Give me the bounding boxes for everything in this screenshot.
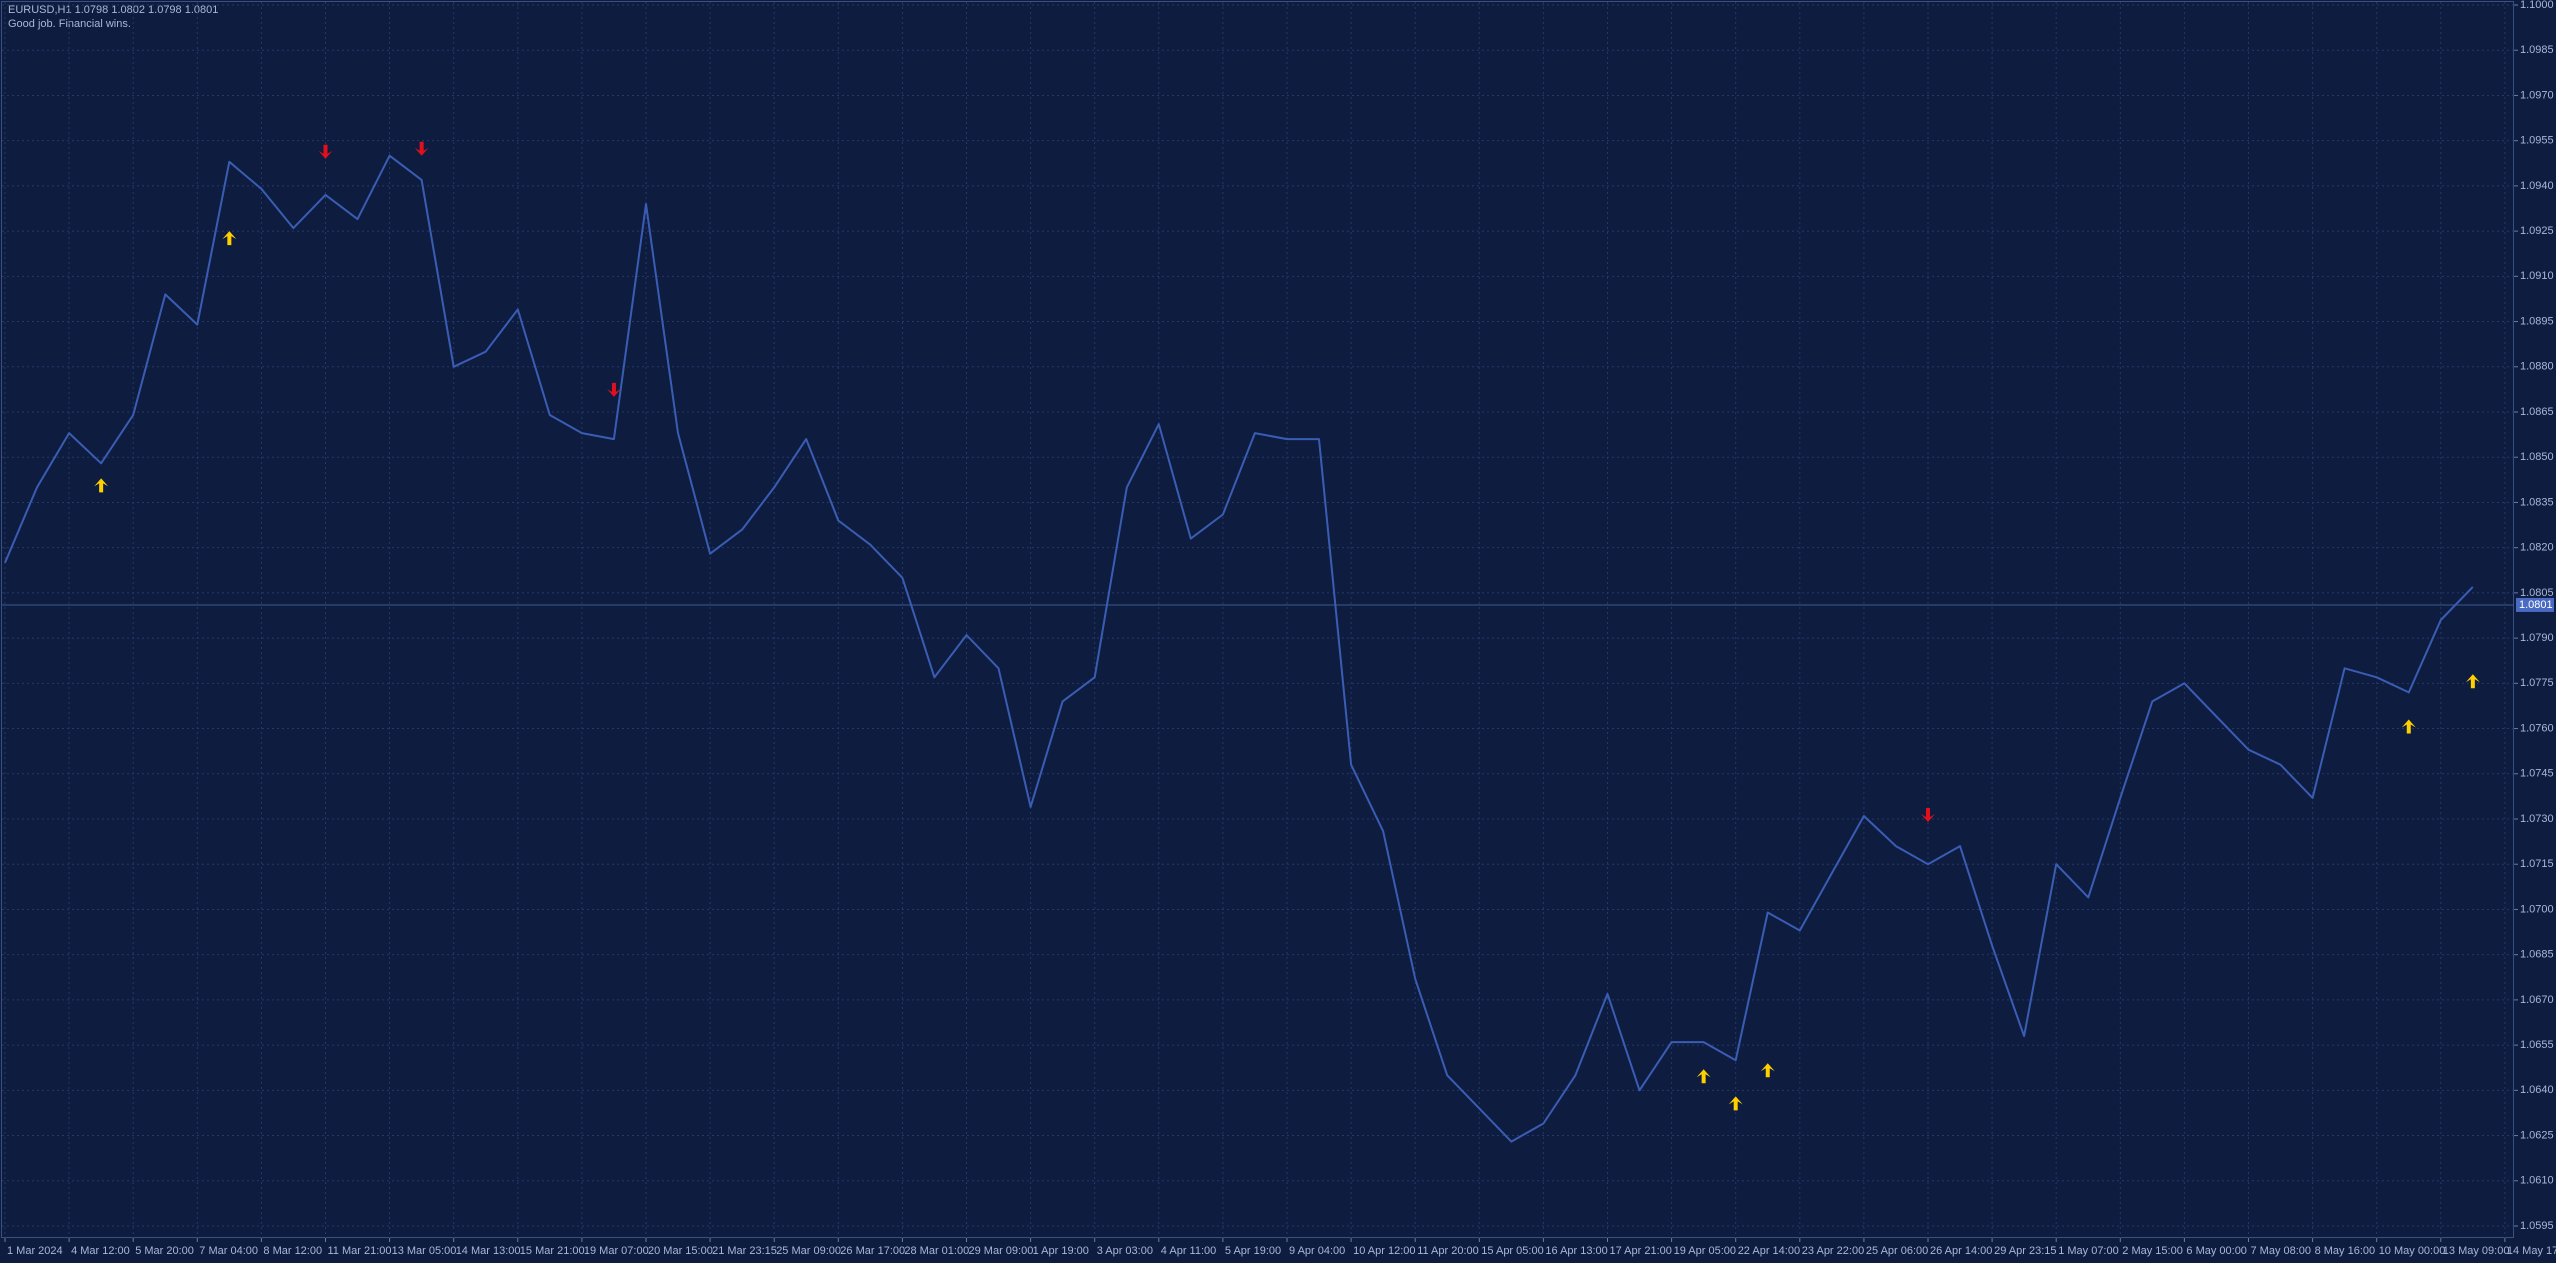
y-tick-label: 1.0640 xyxy=(2520,1084,2554,1096)
plot-frame xyxy=(1,1,2514,1238)
chart-title: EURUSD,H1 1.0798 1.0802 1.0798 1.0801 xyxy=(8,4,218,16)
x-tick-label: 13 May 09:00 xyxy=(2443,1245,2510,1257)
sell-arrow xyxy=(606,382,621,397)
x-tick-label: 20 Mar 15:00 xyxy=(648,1245,713,1257)
y-tick-label: 1.0655 xyxy=(2520,1039,2554,1051)
y-tick-label: 1.0805 xyxy=(2520,587,2554,599)
x-tick-label: 15 Apr 05:00 xyxy=(1481,1245,1543,1257)
y-tick-label: 1.0790 xyxy=(2520,632,2554,644)
x-tick-label: 22 Apr 14:00 xyxy=(1738,1245,1800,1257)
x-tick-label: 14 May 17:00 xyxy=(2507,1245,2556,1257)
x-tick-label: 4 Mar 12:00 xyxy=(71,1245,130,1257)
current-price-label: 1.0801 xyxy=(2519,599,2553,611)
sell-arrow xyxy=(1921,808,1935,823)
x-tick-label: 19 Mar 07:00 xyxy=(584,1245,649,1257)
y-tick-label: 1.0850 xyxy=(2520,451,2554,463)
y-tick-label: 1.0895 xyxy=(2520,315,2554,327)
buy-arrow xyxy=(94,478,109,493)
buy-arrow xyxy=(1728,1096,1743,1111)
buy-arrow xyxy=(1696,1069,1711,1084)
x-tick-label: 8 May 16:00 xyxy=(2315,1245,2376,1257)
x-tick-label: 11 Apr 20:00 xyxy=(1417,1245,1479,1257)
y-tick-label: 1.0700 xyxy=(2520,903,2554,915)
y-tick-label: 1.0670 xyxy=(2520,994,2554,1006)
x-tick-label: 1 May 07:00 xyxy=(2058,1245,2119,1257)
x-tick-label: 5 Apr 19:00 xyxy=(1225,1245,1281,1257)
x-tick-label: 23 Apr 22:00 xyxy=(1802,1245,1864,1257)
x-tick-label: 25 Apr 06:00 xyxy=(1866,1245,1928,1257)
sell-arrow xyxy=(414,141,429,156)
x-tick-label: 13 Mar 05:00 xyxy=(392,1245,457,1257)
x-tick-label: 9 Apr 04:00 xyxy=(1289,1245,1345,1257)
x-tick-label: 10 May 00:00 xyxy=(2379,1245,2446,1257)
y-tick-label: 1.0730 xyxy=(2520,813,2554,825)
x-tick-label: 21 Mar 23:15 xyxy=(712,1245,777,1257)
y-tick-label: 1.0880 xyxy=(2520,361,2554,373)
x-tick-label: 19 Apr 05:00 xyxy=(1674,1245,1736,1257)
x-tick-label: 1 Apr 19:00 xyxy=(1033,1245,1089,1257)
y-tick-label: 1.0910 xyxy=(2520,270,2554,282)
buy-arrow xyxy=(1760,1063,1775,1078)
x-tick-label: 7 Mar 04:00 xyxy=(199,1245,258,1257)
y-tick-label: 1.0610 xyxy=(2520,1175,2554,1187)
y-tick-label: 1.0925 xyxy=(2520,225,2554,237)
y-tick-label: 1.0760 xyxy=(2520,722,2554,734)
y-tick-label: 1.0715 xyxy=(2520,858,2554,870)
sell-arrow xyxy=(318,144,333,159)
y-tick-label: 1.0985 xyxy=(2520,44,2554,56)
x-tick-label: 28 Mar 01:00 xyxy=(904,1245,969,1257)
y-tick-label: 1.0685 xyxy=(2520,949,2554,961)
y-tick-label: 1.0865 xyxy=(2520,406,2554,418)
x-tick-label: 2 May 15:00 xyxy=(2122,1245,2183,1257)
x-tick-label: 17 Apr 21:00 xyxy=(1610,1245,1672,1257)
y-tick-label: 1.0745 xyxy=(2520,768,2554,780)
x-tick-label: 16 Apr 13:00 xyxy=(1545,1245,1607,1257)
y-tick-label: 1.0625 xyxy=(2520,1129,2554,1141)
y-tick-label: 1.0940 xyxy=(2520,180,2554,192)
y-tick-label: 1.0955 xyxy=(2520,135,2554,147)
x-tick-label: 14 Mar 13:00 xyxy=(456,1245,521,1257)
price-line xyxy=(4,154,2474,1143)
x-tick-label: 3 Apr 03:00 xyxy=(1097,1245,1153,1257)
x-tick-label: 6 May 00:00 xyxy=(2186,1245,2247,1257)
x-tick-label: 25 Mar 09:00 xyxy=(776,1245,841,1257)
x-tick-label: 26 Mar 17:00 xyxy=(840,1245,905,1257)
x-tick-label: 11 Mar 21:00 xyxy=(328,1245,392,1257)
current-price-box xyxy=(2516,597,2554,612)
x-tick-label: 8 Mar 12:00 xyxy=(263,1245,322,1257)
x-tick-label: 5 Mar 20:00 xyxy=(135,1245,194,1257)
y-tick-label: 1.0595 xyxy=(2520,1220,2554,1232)
y-tick-label: 1.0970 xyxy=(2520,89,2554,101)
x-tick-label: 29 Mar 09:00 xyxy=(969,1245,1034,1257)
buy-arrow xyxy=(222,231,237,246)
x-tick-label: 1 Mar 2024 xyxy=(7,1245,63,1257)
y-tick-label: 1.0835 xyxy=(2520,496,2554,508)
y-tick-label: 1.0775 xyxy=(2520,677,2554,689)
x-tick-label: 10 Apr 12:00 xyxy=(1353,1245,1415,1257)
buy-arrow xyxy=(2401,719,2416,734)
x-tick-label: 4 Apr 11:00 xyxy=(1161,1245,1216,1257)
y-tick-label: 1.0820 xyxy=(2520,542,2554,554)
buy-arrow xyxy=(2465,674,2480,689)
x-tick-label: 15 Mar 21:00 xyxy=(520,1245,585,1257)
x-tick-label: 29 Apr 23:15 xyxy=(1994,1245,2056,1257)
x-tick-label: 26 Apr 14:00 xyxy=(1930,1245,1992,1257)
y-tick-label: 1.1000 xyxy=(2520,0,2554,11)
x-tick-label: 7 May 08:00 xyxy=(2251,1245,2312,1257)
